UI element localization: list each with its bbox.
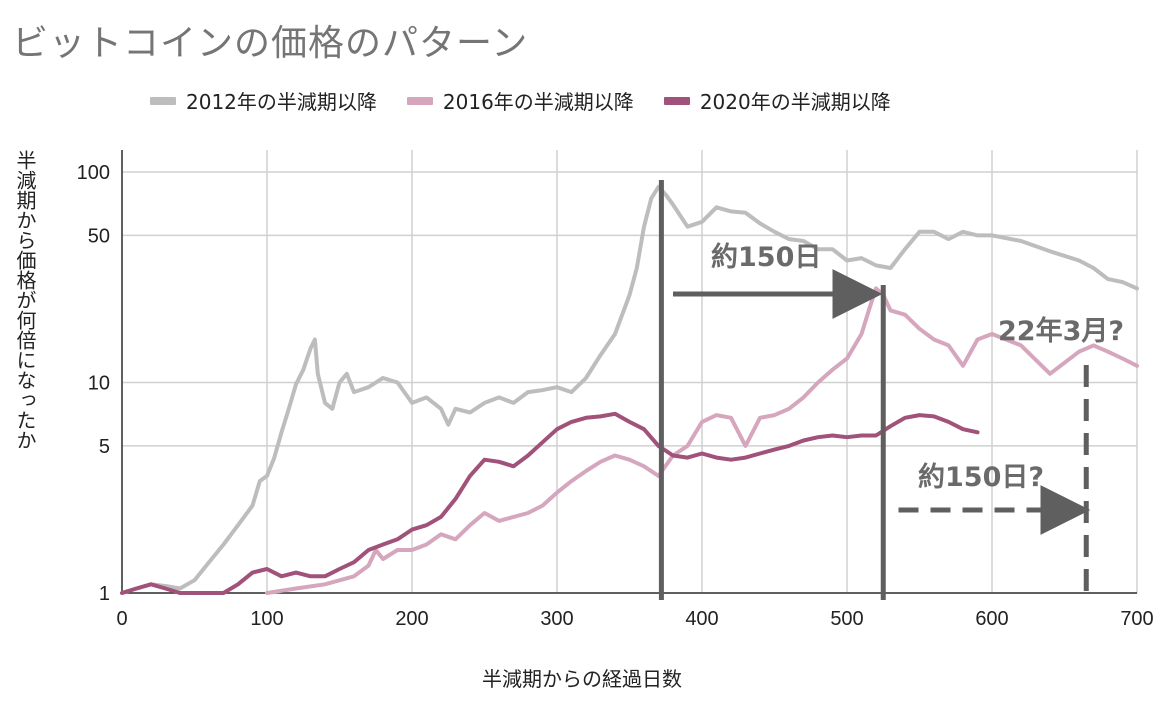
annotation-march-22: 22年3月?	[998, 315, 1124, 347]
y-tick-label-10: 10	[88, 373, 110, 395]
legend-item-2016: 2016年の半減期以降	[406, 86, 634, 115]
y-tick-label-100: 100	[77, 162, 110, 184]
series-line-2	[120, 411, 980, 595]
legend-swatch-2020	[663, 96, 690, 105]
legend-swatch-2012	[150, 96, 176, 105]
x-tick-label-400: 400	[685, 608, 718, 630]
legend-label-2020: 2020年の半減期以降	[699, 90, 891, 114]
x-axis-label: 半減期からの経過日数	[482, 667, 682, 691]
x-tick-label-500: 500	[830, 608, 863, 630]
annotation-150-days-question: 約150日?	[918, 461, 1044, 493]
legend-swatch-2016	[406, 96, 433, 105]
tick-labels: 0 100 200 300 400 500 600 700 1 5 10 50 100	[77, 162, 1154, 630]
grid	[121, 150, 1138, 594]
legend: 2012年の半減期以降 2016年の半減期以降 2020年の半減期以降	[150, 86, 891, 115]
x-tick-label-700: 700	[1120, 608, 1153, 630]
x-tick-label-100: 100	[250, 608, 283, 630]
x-tick-label-300: 300	[540, 608, 573, 630]
x-tick-label-200: 200	[395, 608, 428, 630]
x-tick-label-600: 600	[975, 608, 1008, 630]
series-layer	[120, 184, 1139, 595]
legend-item-2020: 2020年の半減期以降	[663, 86, 891, 115]
chart-title: ビットコインの価格のパターン	[12, 23, 529, 64]
series-line-0	[120, 184, 1139, 595]
series-line-1	[265, 286, 1139, 595]
y-tick-label-50: 50	[88, 225, 110, 247]
legend-item-2012: 2012年の半減期以降	[150, 86, 377, 115]
y-tick-label-5: 5	[99, 436, 110, 458]
annotation-150-days: 約150日	[711, 241, 821, 273]
x-tick-label-0: 0	[116, 608, 127, 630]
legend-label-2016: 2016年の半減期以降	[442, 90, 634, 114]
y-axis-label: 半減期から価格が何倍になったか	[13, 150, 37, 450]
legend-label-2012: 2012年の半減期以降	[186, 90, 377, 114]
y-tick-label-1: 1	[99, 583, 110, 605]
